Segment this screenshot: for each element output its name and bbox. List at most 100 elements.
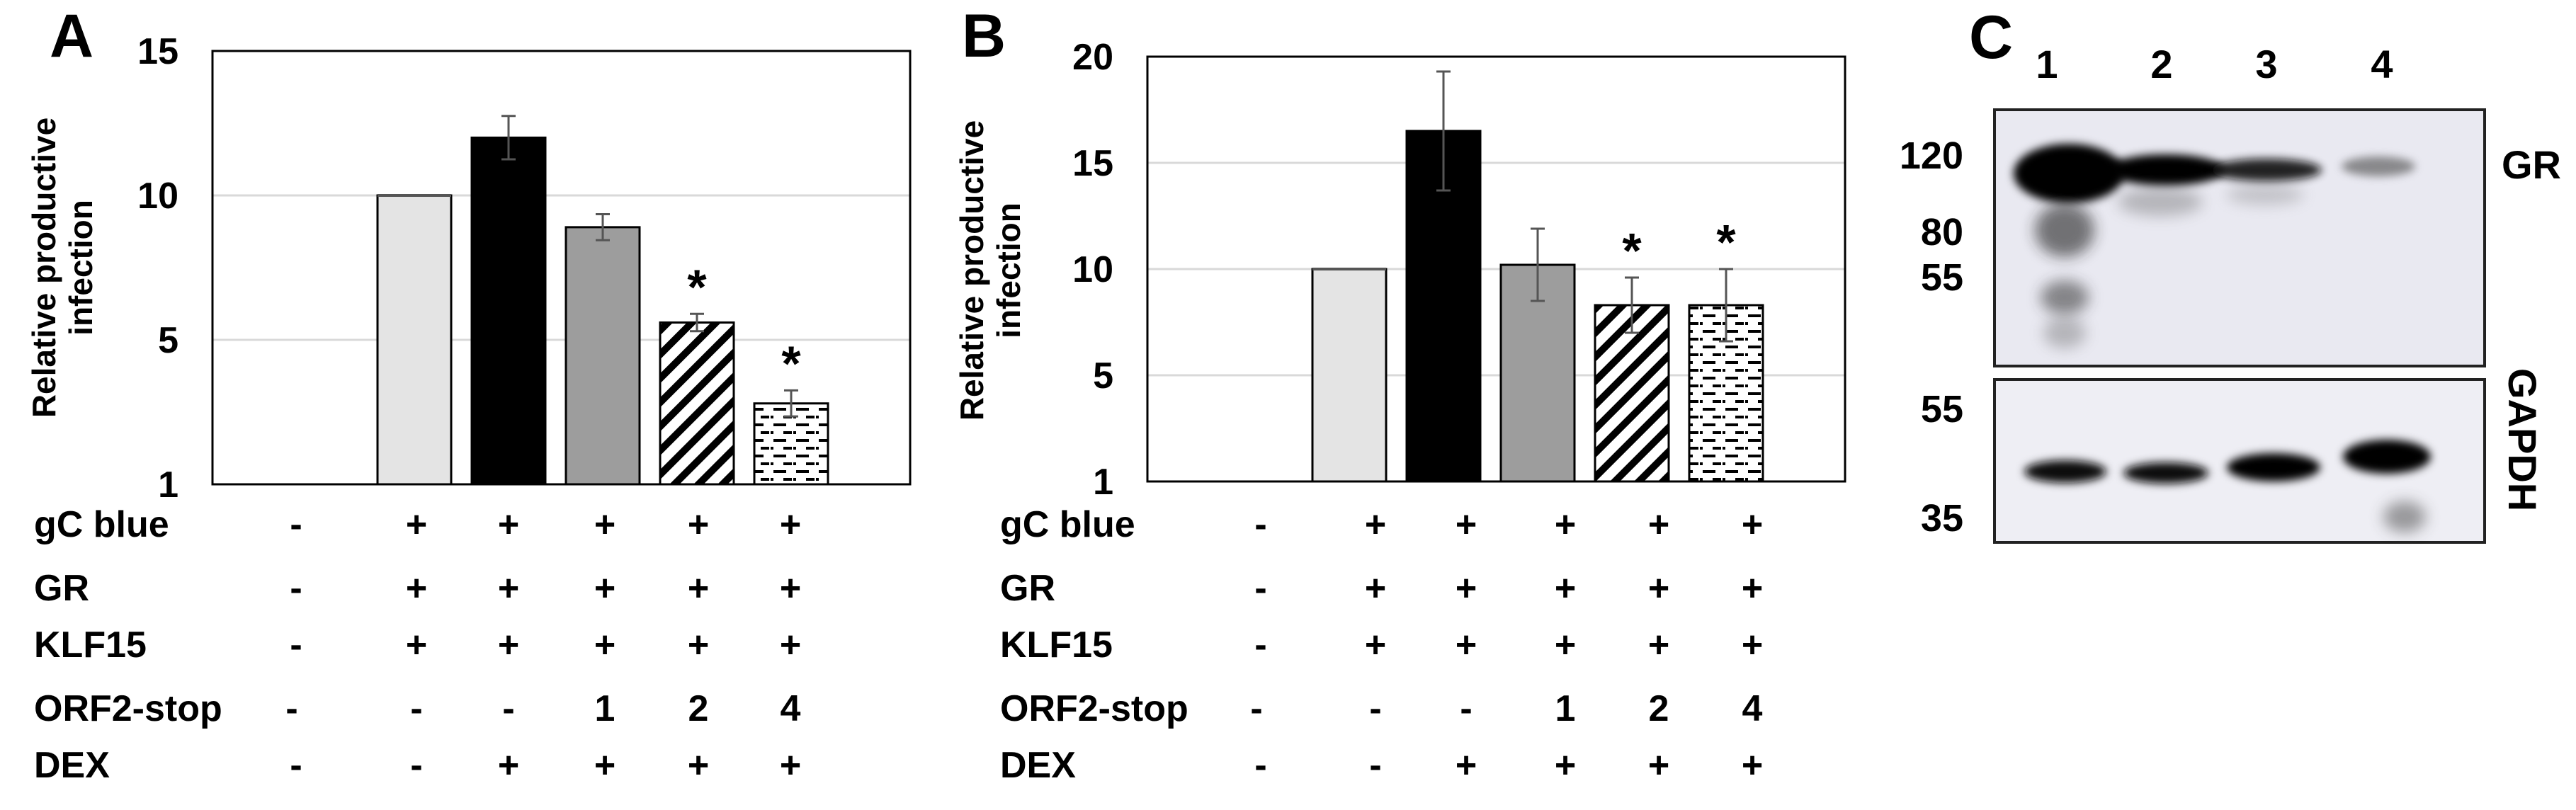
blot-lane-label: 1 — [2036, 42, 2058, 86]
condition-cell: - — [1460, 688, 1472, 729]
condition-cell: - — [290, 624, 302, 666]
condition-cell: - — [502, 688, 514, 729]
panel-b-letter: B — [962, 2, 1006, 70]
condition-cell: + — [1742, 568, 1763, 609]
gr-band-lane3 — [2211, 159, 2322, 181]
condition-cell: + — [780, 745, 801, 786]
y-tick-label: 15 — [137, 31, 178, 72]
panel-a-condition-table: gC blue - + + + + + GR - + + + + + KLF15 - + + + + + ORF2-sto… — [34, 504, 801, 786]
significance-star: * — [687, 259, 707, 314]
gr-band-lane2 — [2106, 154, 2225, 186]
condition-cell: - — [290, 745, 302, 786]
y-tick-label: 1 — [158, 464, 178, 506]
condition-cell: + — [688, 745, 709, 786]
condition-cell: - — [1254, 504, 1266, 545]
panel-a-y-axis-label: Relative productiveinfection — [25, 118, 99, 418]
bar — [564, 226, 641, 486]
gr-smear-lane2 — [2118, 188, 2203, 216]
condition-cell: 1 — [595, 688, 615, 729]
condition-cell: + — [594, 568, 615, 609]
y-label-line: Relative productive — [25, 118, 62, 418]
condition-cell: + — [1456, 568, 1477, 609]
condition-cell: 4 — [1742, 688, 1763, 729]
condition-cell: + — [1555, 624, 1576, 666]
condition-row-label: GR — [1000, 568, 1055, 609]
condition-cell: + — [1456, 504, 1477, 545]
panel-b-y-axis-label: Relative productiveinfection — [953, 120, 1027, 421]
condition-row-label: gC blue — [34, 504, 169, 545]
condition-cell: + — [688, 624, 709, 666]
blot-gapdh-membrane: GAPDH — [1993, 368, 2545, 544]
blot-lane-labels: 1 2 3 4 — [2036, 42, 2393, 86]
significance-star: * — [781, 336, 801, 391]
condition-cell: + — [406, 504, 427, 545]
condition-cell: + — [498, 624, 519, 666]
condition-cell: + — [1742, 745, 1763, 786]
condition-cell: + — [1456, 745, 1477, 786]
condition-cell: + — [1555, 745, 1576, 786]
condition-cell: + — [1742, 504, 1763, 545]
condition-row-label: ORF2-stop — [1000, 688, 1188, 729]
condition-cell: + — [1648, 568, 1669, 609]
condition-cell: + — [1648, 745, 1669, 786]
significance-star: * — [1716, 215, 1736, 270]
mw-marker-top: 120 — [1900, 135, 1963, 177]
condition-cell: - — [290, 504, 302, 545]
gr-lower-band-lane1 — [2041, 280, 2089, 314]
condition-cell: - — [410, 745, 422, 786]
y-tick-label: 10 — [1072, 249, 1113, 290]
condition-cell: + — [498, 504, 519, 545]
y-label-line: infection — [62, 200, 99, 336]
condition-cell: + — [688, 568, 709, 609]
gr-smear-lane1 — [2035, 203, 2094, 257]
condition-cell: - — [410, 688, 422, 729]
blot-lane-label: 4 — [2371, 42, 2393, 86]
condition-cell: + — [594, 504, 615, 545]
condition-cell: + — [780, 504, 801, 545]
gr-band-lane4 — [2342, 156, 2415, 176]
condition-cell: + — [1365, 624, 1386, 666]
gapdh-protein-label: GAPDH — [2500, 368, 2545, 511]
condition-cell: + — [498, 568, 519, 609]
condition-cell: + — [1648, 504, 1669, 545]
bar — [1311, 268, 1388, 483]
mw-marker-top: 55 — [1921, 256, 1963, 299]
mw-marker-top: 80 — [1921, 211, 1963, 253]
condition-cell: - — [1250, 688, 1262, 729]
panel-a-letter: A — [50, 2, 93, 70]
panel-b-plot-frame — [1146, 55, 1846, 483]
gr-band-lane1 — [2014, 144, 2124, 203]
condition-row-label: gC blue — [1000, 504, 1135, 545]
mw-marker-bottom: 55 — [1921, 388, 1963, 430]
condition-cell: + — [1555, 504, 1576, 545]
panel-b-y-axis-label-group: Relative productiveinfection — [953, 120, 1027, 421]
condition-row-label: ORF2-stop — [34, 688, 222, 729]
gr-smear-lane3 — [2226, 185, 2304, 205]
condition-cell: + — [1365, 504, 1386, 545]
condition-cell: - — [1369, 745, 1381, 786]
gapdh-band-lane3 — [2227, 453, 2320, 481]
condition-cell: + — [688, 504, 709, 545]
bar — [1594, 304, 1670, 483]
condition-cell: 2 — [1649, 688, 1669, 729]
condition-cell: - — [1369, 688, 1381, 729]
panel-c-letter: C — [1969, 4, 2013, 72]
gr-protein-label: GR — [2502, 142, 2561, 187]
gapdh-band-lane1 — [2024, 460, 2106, 483]
condition-cell: 4 — [781, 688, 801, 729]
panel-a-plot-frame — [211, 50, 912, 486]
condition-cell: - — [290, 568, 302, 609]
condition-cell: + — [1742, 624, 1763, 666]
significance-star: * — [1622, 223, 1642, 278]
y-tick-label: 5 — [158, 320, 178, 361]
condition-cell: + — [1365, 568, 1386, 609]
y-tick-label: 10 — [137, 176, 178, 217]
condition-row-label: KLF15 — [1000, 624, 1113, 666]
condition-cell: - — [1254, 568, 1266, 609]
blot-gr-membrane: GR — [1993, 108, 2561, 367]
panel-b-condition-table: gC blue - + + + + + GR - + + + + + KLF15 - + + + + + ORF2-sto… — [1000, 504, 1763, 786]
